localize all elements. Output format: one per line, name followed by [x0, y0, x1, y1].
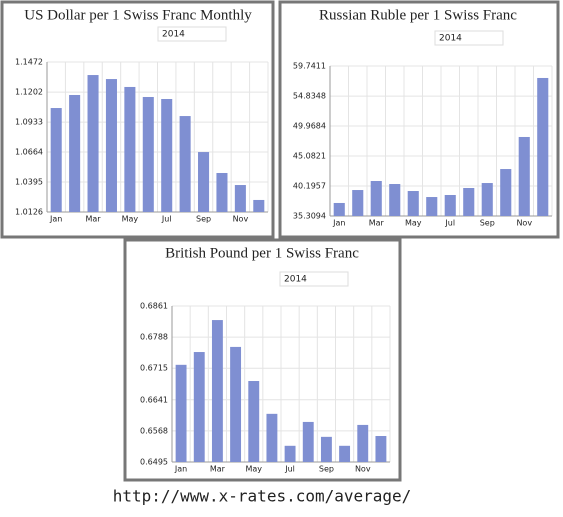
bar — [333, 202, 345, 216]
bar — [234, 185, 246, 212]
bar — [537, 77, 549, 216]
y-tick-label: 0.6715 — [140, 364, 168, 373]
y-tick-label: 49.9684 — [293, 122, 326, 131]
bar — [352, 190, 364, 216]
year-box — [434, 30, 504, 46]
y-tick-label: 1.0933 — [15, 118, 43, 127]
y-tick-label: 59.7411 — [293, 62, 326, 71]
bar — [124, 86, 136, 212]
y-tick-label: 0.6568 — [140, 426, 168, 435]
y-tick-label: 0.6861 — [140, 302, 168, 311]
x-tick-label: May — [405, 219, 422, 228]
bar — [375, 436, 387, 462]
bar — [161, 98, 173, 212]
bar — [389, 184, 401, 216]
bar — [193, 352, 205, 462]
x-tick-label: Jan — [174, 465, 187, 474]
bar — [253, 199, 265, 212]
bar — [444, 194, 456, 216]
y-tick-label: 0.6495 — [140, 458, 168, 467]
year-box — [157, 26, 227, 42]
y-tick-label: 54.8348 — [293, 92, 326, 101]
bar — [426, 197, 438, 216]
chart-title: US Dollar per 1 Swiss Franc Monthly — [24, 7, 252, 23]
x-tick-label: Jul — [444, 219, 455, 228]
bar — [320, 436, 332, 462]
x-tick-label: Mar — [369, 219, 385, 228]
x-tick-label: May — [245, 465, 262, 474]
y-tick-label: 45.0821 — [293, 151, 326, 160]
year-box — [279, 271, 349, 287]
y-tick-label: 0.6641 — [140, 395, 168, 404]
x-tick-label: Jan — [49, 215, 62, 224]
bar — [370, 181, 382, 216]
y-tick-label: 35.3094 — [293, 212, 326, 221]
chart-panel: Russian Ruble per 1 Swiss Franc 2014 35.30… — [278, 0, 560, 239]
x-tick-label: Jul — [161, 215, 172, 224]
bar — [142, 96, 154, 212]
bar — [198, 152, 210, 212]
panel-border — [278, 0, 560, 239]
bar — [179, 116, 191, 212]
year-label: 2014 — [439, 34, 462, 44]
chart-title: Russian Ruble per 1 Swiss Franc — [319, 7, 517, 23]
chart-title: British Pound per 1 Swiss Franc — [165, 245, 359, 261]
bar — [105, 79, 117, 212]
bar — [216, 172, 228, 212]
x-tick-label: Sep — [480, 219, 495, 228]
year-label: 2014 — [284, 275, 307, 285]
year-label: 2014 — [162, 30, 185, 40]
bar — [248, 381, 260, 462]
bar — [87, 75, 99, 212]
bar — [211, 320, 223, 462]
y-tick-label: 1.1472 — [15, 58, 43, 67]
y-tick-label: 1.0126 — [15, 208, 43, 217]
bar — [357, 424, 369, 462]
x-tick-label: Jan — [332, 219, 345, 228]
bar — [481, 183, 493, 216]
x-tick-label: Jul — [284, 465, 295, 474]
bar — [266, 413, 278, 462]
caption: http://www.x-rates.com/average/ — [113, 487, 412, 506]
bar — [463, 187, 475, 216]
chart-panel: British Pound per 1 Swiss Franc 2014 0.649… — [123, 238, 402, 482]
y-tick-label: 1.0664 — [15, 148, 43, 157]
x-tick-label: Mar — [210, 465, 226, 474]
bar — [230, 346, 242, 462]
y-tick-label: 1.1202 — [15, 88, 43, 97]
bar — [175, 364, 187, 462]
chart-panel: US Dollar per 1 Swiss Franc Monthly 2014 1… — [0, 0, 275, 239]
bar — [407, 191, 419, 216]
x-tick-label: Mar — [85, 215, 101, 224]
x-tick-label: Nov — [516, 219, 532, 228]
x-tick-label: Nov — [355, 465, 371, 474]
x-tick-label: May — [122, 215, 139, 224]
bar — [284, 445, 296, 462]
x-tick-label: Sep — [319, 465, 334, 474]
y-tick-label: 0.6788 — [140, 333, 168, 342]
x-tick-label: Sep — [196, 215, 211, 224]
bar — [50, 108, 62, 212]
bar — [500, 169, 512, 216]
bar — [518, 136, 530, 216]
y-tick-label: 40.1957 — [293, 182, 326, 191]
bar — [69, 94, 81, 212]
bar — [302, 421, 314, 462]
bar — [339, 445, 351, 462]
y-tick-label: 1.0395 — [15, 178, 43, 187]
x-tick-label: Nov — [233, 215, 249, 224]
